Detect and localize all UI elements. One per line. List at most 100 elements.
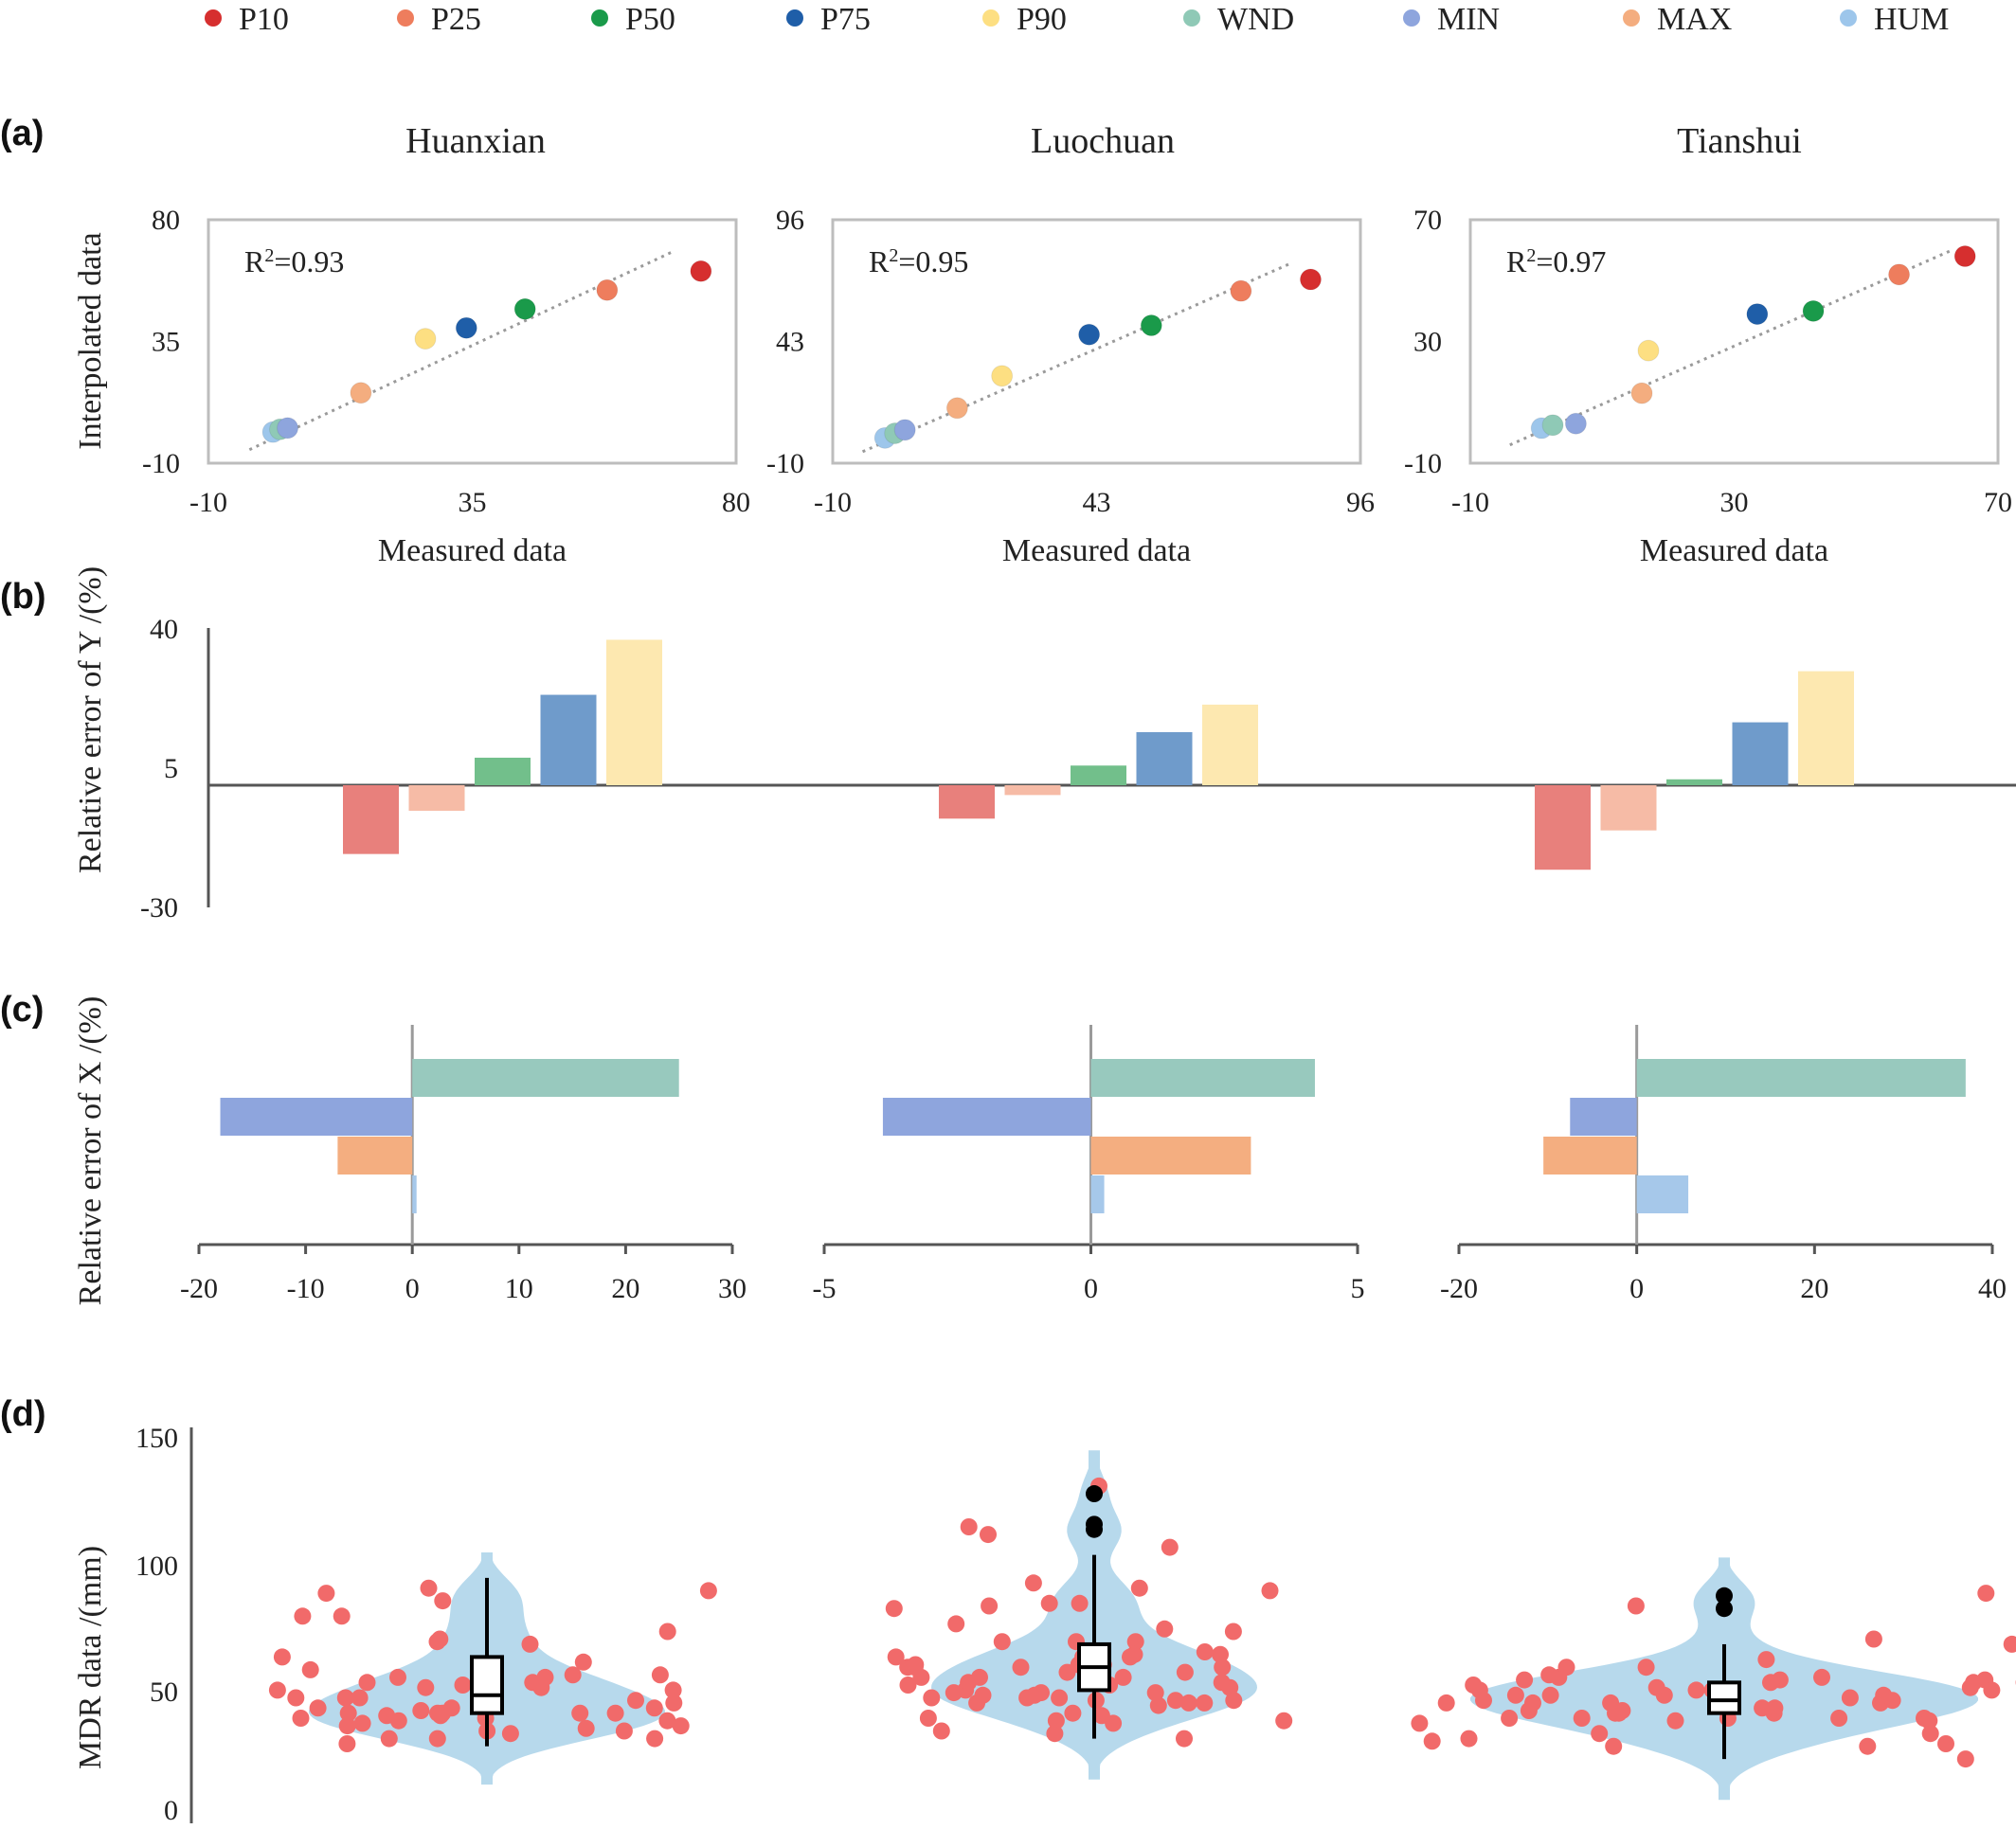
legend-label-p90: P90 bbox=[1017, 2, 1067, 37]
jitter-point bbox=[521, 1635, 539, 1653]
x-tick-label: 10 bbox=[505, 1273, 533, 1304]
y-tick-label: 5 bbox=[164, 753, 178, 784]
jitter-point bbox=[273, 1648, 291, 1666]
legend-label-p75: P75 bbox=[820, 2, 871, 37]
y-tick-label: 30 bbox=[1413, 327, 1442, 358]
jitter-point bbox=[1214, 1659, 1232, 1677]
data-point-min bbox=[1564, 412, 1587, 435]
scatter-subplot-tianshui: Tianshui R2=0.97 -10 30 70 -10 30 70 Measured da… bbox=[1404, 121, 2012, 568]
legend-marker-p10 bbox=[205, 9, 222, 27]
legend: P10 P25 P50 P75 P90 WND MIN MAX HUM bbox=[205, 2, 1949, 37]
legend-label-hum: HUM bbox=[1874, 2, 1949, 37]
jitter-point bbox=[1411, 1714, 1429, 1732]
outlier-point bbox=[1716, 1587, 1733, 1605]
violin-group-luochuan bbox=[885, 1450, 1293, 1780]
jitter-point bbox=[317, 1585, 335, 1603]
legend-label-p25: P25 bbox=[431, 2, 481, 37]
x-tick-label: -5 bbox=[813, 1273, 837, 1304]
legend-label-min: MIN bbox=[1437, 2, 1500, 37]
panel-c-ylabel: Relative error of X /(%) bbox=[73, 996, 108, 1306]
jitter-point bbox=[1465, 1677, 1483, 1694]
jitter-point bbox=[420, 1579, 438, 1597]
y-tick-label: -10 bbox=[766, 448, 804, 479]
hbar-wnd bbox=[1636, 1059, 1966, 1097]
jitter-point bbox=[1149, 1696, 1167, 1714]
outlier-point bbox=[1086, 1515, 1103, 1533]
jitter-point bbox=[1105, 1714, 1123, 1732]
jitter-point bbox=[1213, 1674, 1231, 1692]
bar-group-luochuan bbox=[939, 704, 1258, 819]
x-tick-label: 5 bbox=[1351, 1273, 1365, 1304]
bar-p10 bbox=[343, 785, 399, 854]
jitter-point bbox=[1166, 1692, 1184, 1710]
jitter-point bbox=[1196, 1694, 1214, 1712]
jitter-point bbox=[454, 1677, 472, 1694]
jitter-point bbox=[1026, 1686, 1043, 1704]
jitter-point bbox=[1058, 1663, 1076, 1681]
x-tick-label: 0 bbox=[1629, 1273, 1644, 1304]
jitter-point bbox=[1130, 1579, 1148, 1597]
jitter-point bbox=[1146, 1684, 1164, 1702]
violin-group-tianshui bbox=[1411, 1557, 2016, 1801]
bar-group-tianshui bbox=[1535, 671, 1854, 870]
jitter-point bbox=[353, 1714, 371, 1732]
jitter-point bbox=[1765, 1704, 1783, 1722]
jitter-point bbox=[980, 1526, 997, 1544]
jitter-point bbox=[1501, 1710, 1519, 1727]
x-axis-label: Measured data bbox=[1640, 533, 1828, 568]
panel-d-ylabel: MDR data /(mm) bbox=[73, 1546, 108, 1769]
jitter-point bbox=[389, 1668, 406, 1686]
jitter-point bbox=[699, 1582, 717, 1600]
subplot-title: Huanxian bbox=[405, 121, 546, 161]
jitter-point bbox=[1176, 1663, 1194, 1681]
x-tick-label: -20 bbox=[1440, 1273, 1478, 1304]
bar-p90 bbox=[1202, 704, 1258, 785]
jitter-point bbox=[1212, 1645, 1229, 1663]
jitter-point bbox=[501, 1725, 519, 1743]
jitter-point bbox=[658, 1623, 676, 1641]
jitter-point bbox=[885, 1600, 903, 1618]
jitter-point bbox=[899, 1677, 917, 1694]
jitter-point bbox=[919, 1710, 937, 1727]
jitter-point bbox=[1920, 1712, 1938, 1730]
jitter-point bbox=[1176, 1730, 1193, 1748]
y-tick-label: -10 bbox=[1404, 448, 1442, 479]
hbar-min bbox=[220, 1098, 413, 1136]
data-point-p10 bbox=[1299, 268, 1322, 291]
legend-marker-hum bbox=[1840, 9, 1857, 27]
y-tick-label: 43 bbox=[776, 327, 804, 358]
bar-p50 bbox=[475, 757, 531, 785]
jitter-point bbox=[993, 1633, 1011, 1651]
jitter-point bbox=[1225, 1692, 1243, 1710]
panel-label-d: (d) bbox=[0, 1394, 46, 1434]
x-axis-label: Measured data bbox=[1002, 533, 1191, 568]
jitter-point bbox=[428, 1730, 446, 1748]
jitter-point bbox=[338, 1717, 356, 1735]
hbar-min bbox=[882, 1098, 1091, 1136]
jitter-point bbox=[571, 1704, 589, 1722]
legend-marker-p25 bbox=[397, 9, 414, 27]
panel-label-b: (b) bbox=[0, 577, 46, 617]
jitter-point bbox=[1813, 1668, 1830, 1686]
panel-b-bar-chart: Relative error of Y /(%) 40 5 -30 bbox=[73, 566, 2016, 923]
jitter-point bbox=[1516, 1671, 1534, 1689]
jitter-point bbox=[1046, 1725, 1064, 1743]
jitter-point bbox=[1602, 1694, 1620, 1712]
jitter-point bbox=[429, 1704, 446, 1722]
legend-marker-min bbox=[1403, 9, 1420, 27]
data-point-p75 bbox=[455, 316, 477, 339]
jitter-point bbox=[1557, 1659, 1575, 1677]
jitter-point bbox=[536, 1668, 554, 1686]
jitter-point bbox=[268, 1681, 286, 1699]
jitter-point bbox=[287, 1689, 305, 1707]
bar-p75 bbox=[1136, 731, 1193, 785]
y-tick-label: 0 bbox=[164, 1795, 178, 1826]
jitter-point bbox=[1961, 1678, 1979, 1696]
legend-marker-p50 bbox=[591, 9, 608, 27]
jitter-point bbox=[627, 1692, 644, 1710]
legend-label-max: MAX bbox=[1657, 2, 1732, 37]
jitter-point bbox=[380, 1730, 398, 1748]
x-tick-label: 20 bbox=[1800, 1273, 1828, 1304]
jitter-point bbox=[912, 1668, 930, 1686]
bar-p90 bbox=[606, 639, 662, 785]
